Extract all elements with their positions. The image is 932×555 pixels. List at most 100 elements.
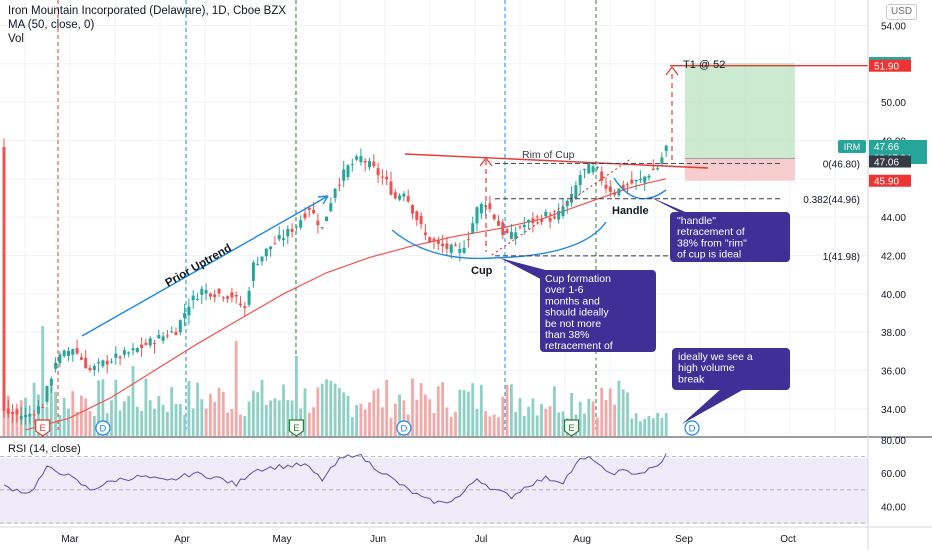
candle-body bbox=[230, 292, 234, 298]
handle-callout-box bbox=[670, 212, 790, 262]
volume-bar bbox=[213, 401, 217, 436]
volume-bar bbox=[101, 379, 105, 436]
candle-body bbox=[643, 176, 647, 183]
candle-body bbox=[114, 353, 118, 358]
volume-bar bbox=[381, 407, 384, 436]
candle-body bbox=[32, 414, 36, 416]
price-badge bbox=[869, 155, 911, 168]
volume-bar bbox=[522, 415, 526, 436]
volume-bar bbox=[531, 398, 535, 436]
volume-bar bbox=[497, 417, 500, 436]
volume-bar bbox=[621, 389, 625, 436]
candle-body bbox=[578, 175, 582, 186]
earnings-marker-label: E bbox=[293, 423, 299, 434]
candle-body bbox=[591, 166, 595, 173]
candle-body bbox=[389, 181, 393, 195]
volume-bar bbox=[37, 394, 40, 436]
drawings: Prior Uptrend Rim of Cup Cup Handle 0(46.80)… bbox=[81, 59, 868, 424]
rsi-tick: 40.00 bbox=[881, 502, 906, 513]
volume-bar bbox=[303, 388, 307, 436]
cup-callout-text: Cup formation over 1-6 months and should id… bbox=[545, 273, 614, 363]
volume-bar bbox=[591, 401, 595, 436]
volume-bar bbox=[445, 407, 449, 436]
volume-bar bbox=[135, 406, 139, 436]
handle-curve bbox=[613, 177, 667, 200]
volume-bar bbox=[114, 379, 118, 436]
rim-of-cup-label: Rim of Cup bbox=[522, 149, 575, 161]
candle-body bbox=[71, 349, 75, 355]
rsi-band bbox=[0, 458, 868, 524]
time-tick: Aug bbox=[573, 534, 591, 545]
candle-body bbox=[574, 185, 578, 199]
candle-body bbox=[67, 351, 70, 356]
candle-body bbox=[505, 229, 509, 233]
candle-body bbox=[282, 238, 285, 240]
volume-bar bbox=[243, 416, 247, 436]
candle-body bbox=[153, 343, 156, 345]
candle-body bbox=[458, 248, 462, 253]
time-axis[interactable]: Mar Apr May Jun Jul Aug Sep Oct bbox=[0, 526, 932, 545]
volume-bar bbox=[191, 408, 195, 436]
volume-bar bbox=[501, 396, 505, 436]
volume-bar bbox=[41, 326, 45, 436]
candle-body bbox=[286, 228, 290, 237]
volume-bar bbox=[282, 384, 285, 436]
candle-body bbox=[514, 232, 518, 240]
volume-bar bbox=[58, 414, 62, 436]
volume-bar bbox=[540, 403, 543, 436]
price-tick: 50.00 bbox=[881, 98, 906, 109]
volume-bar bbox=[295, 356, 298, 436]
volume-bar bbox=[75, 411, 79, 436]
rsi-tick: 60.00 bbox=[881, 469, 906, 480]
ma-line bbox=[25, 178, 667, 431]
candle-body bbox=[187, 306, 191, 316]
candle-body bbox=[518, 226, 522, 228]
candle-body bbox=[19, 416, 23, 420]
candle-body bbox=[200, 288, 204, 295]
volume-bar bbox=[97, 380, 100, 436]
candle-body bbox=[58, 354, 62, 364]
volume-bar bbox=[535, 415, 539, 436]
dividend-marker-label: D bbox=[689, 424, 696, 435]
volume-bar bbox=[226, 412, 229, 436]
candle-body bbox=[656, 168, 660, 170]
candle-body bbox=[135, 347, 139, 352]
candle-body bbox=[350, 164, 354, 166]
volume-bar bbox=[84, 398, 88, 436]
volume-bar bbox=[604, 399, 608, 436]
volume-bar bbox=[123, 401, 126, 436]
candle-body bbox=[509, 231, 513, 239]
volume-bar bbox=[217, 387, 221, 436]
volume-bar bbox=[333, 383, 337, 436]
currency-badge[interactable]: USD bbox=[886, 4, 918, 20]
candle-body bbox=[497, 220, 500, 226]
candle-body bbox=[54, 362, 58, 369]
volume-bar bbox=[144, 378, 148, 436]
candle-body bbox=[226, 296, 230, 299]
cup-depth-arrowhead bbox=[479, 157, 493, 167]
candle-body bbox=[527, 220, 531, 223]
volume-bar bbox=[312, 407, 315, 436]
candles bbox=[2, 138, 668, 425]
candle-body bbox=[449, 244, 453, 253]
dividend-marker-label: D bbox=[400, 424, 407, 435]
volume-bar bbox=[286, 399, 290, 436]
uptrend-line bbox=[81, 195, 329, 337]
candle-body bbox=[406, 196, 410, 202]
candle-body bbox=[368, 161, 371, 168]
candle-body bbox=[217, 288, 221, 294]
volume-bar bbox=[596, 417, 599, 436]
candle-body bbox=[466, 239, 470, 241]
volume-bar bbox=[458, 389, 462, 436]
prior-uptrend-label: Prior Uptrend bbox=[164, 242, 234, 289]
volume-bar bbox=[161, 404, 165, 436]
fib-1-label: 1(41.98) bbox=[823, 252, 860, 263]
price-axis[interactable]: 54.0052.0050.0048.0046.0044.0042.0040.00… bbox=[838, 0, 927, 550]
earnings-marker bbox=[564, 419, 580, 437]
volume-bar bbox=[651, 418, 655, 436]
volume-bar bbox=[350, 417, 354, 436]
earnings-marker-label: E bbox=[568, 423, 574, 434]
volume-bar bbox=[290, 400, 294, 436]
rsi-pane: RSI (14, close) bbox=[0, 436, 932, 524]
